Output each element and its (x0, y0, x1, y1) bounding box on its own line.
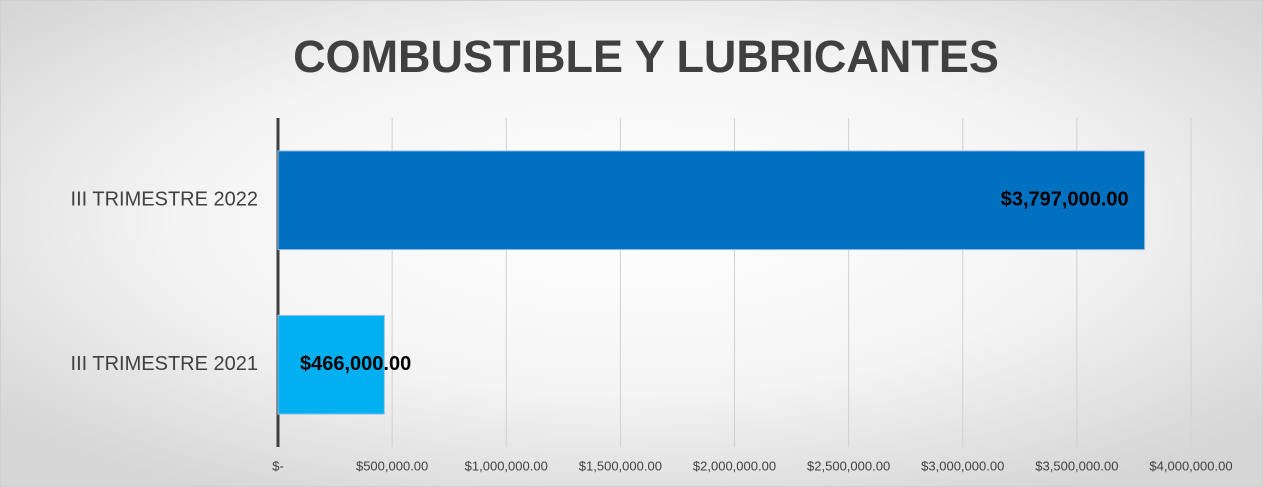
category-label: III TRIMESTRE 2022 (71, 189, 258, 211)
x-tick-label: $500,000.00 (356, 458, 428, 473)
x-tick-label: $3,000,000.00 (921, 458, 1004, 473)
bar (277, 314, 385, 415)
x-tick-label: $4,000,000.00 (1149, 458, 1232, 473)
bar (277, 150, 1146, 251)
data-label: $3,797,000.00 (1001, 189, 1129, 211)
x-tick-label: $1,000,000.00 (465, 458, 548, 473)
data-label: $466,000.00 (300, 353, 411, 375)
category-label: III TRIMESTRE 2021 (71, 353, 258, 375)
x-tick-label: $2,000,000.00 (693, 458, 776, 473)
x-tick-label: $2,500,000.00 (807, 458, 890, 473)
x-tick-label: $- (272, 458, 284, 473)
x-tick-label: $3,500,000.00 (1035, 458, 1118, 473)
x-tick-label: $1,500,000.00 (579, 458, 662, 473)
chart-title: COMBUSTIBLE Y LUBRICANTES (293, 31, 999, 82)
